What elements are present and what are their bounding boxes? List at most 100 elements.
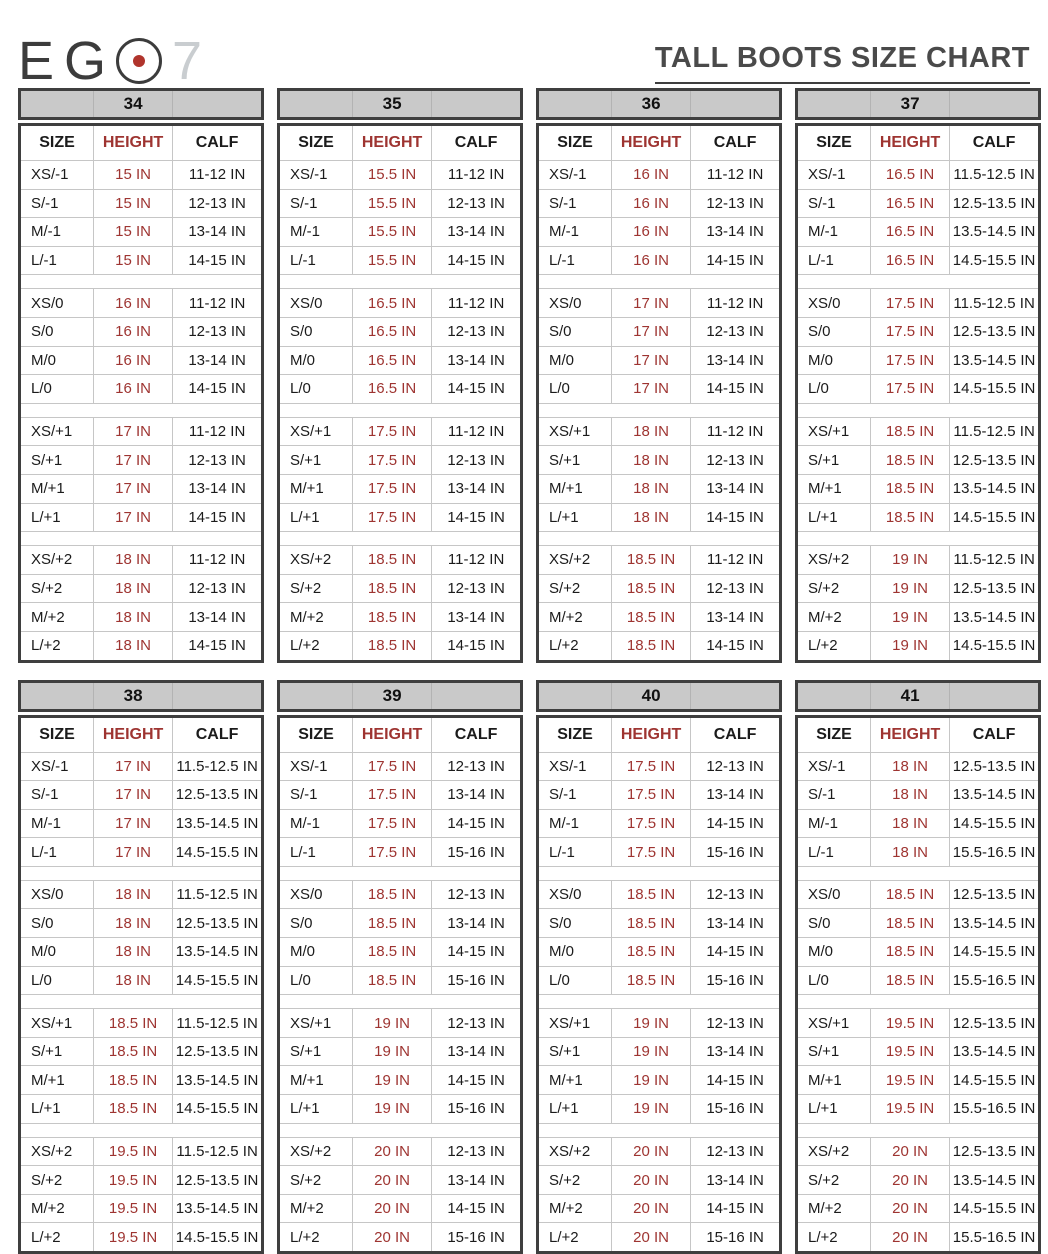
- size-cell: L/+2: [798, 1223, 870, 1251]
- calf-cell: 14.5-15.5 IN: [172, 1223, 261, 1251]
- size-cell: L/+2: [539, 1223, 611, 1251]
- calf-cell: 12-13 IN: [431, 1009, 520, 1037]
- size-cell: S/+2: [21, 1166, 93, 1194]
- height-cell: 19.5 IN: [870, 1095, 949, 1123]
- height-cell: 18.5 IN: [611, 938, 690, 966]
- size-cell: S/+1: [21, 446, 93, 474]
- calf-cell: 13.5-14.5 IN: [172, 938, 261, 966]
- calf-cell: 12.5-13.5 IN: [949, 446, 1038, 474]
- group-spacer: [21, 994, 261, 1008]
- table-header-bar: 37: [795, 88, 1041, 120]
- calf-cell: 15-16 IN: [690, 967, 779, 995]
- table-header-bar: 39: [277, 680, 523, 712]
- height-cell: 17 IN: [93, 810, 172, 838]
- height-cell: 17.5 IN: [352, 810, 431, 838]
- height-cell: 20 IN: [611, 1223, 690, 1251]
- height-cell: 15 IN: [93, 218, 172, 246]
- calf-cell: 14-15 IN: [431, 375, 520, 403]
- size-cell: L/-1: [798, 247, 870, 275]
- calf-cell: 14.5-15.5 IN: [172, 1095, 261, 1123]
- height-cell: 19.5 IN: [93, 1195, 172, 1223]
- calf-cell: 12-13 IN: [690, 1009, 779, 1037]
- size-cell: XS/-1: [280, 753, 352, 781]
- calf-cell: 11.5-12.5 IN: [172, 881, 261, 909]
- calf-cell: 12.5-13.5 IN: [949, 753, 1038, 781]
- size-cell: S/+1: [798, 446, 870, 474]
- calf-cell: 12.5-13.5 IN: [172, 909, 261, 937]
- group-spacer: [21, 866, 261, 880]
- size-cell: L/-1: [798, 838, 870, 866]
- group-spacer: [280, 994, 520, 1008]
- group-spacer: [539, 403, 779, 417]
- calf-cell: 13.5-14.5 IN: [172, 1066, 261, 1094]
- size-cell: M/+1: [21, 475, 93, 503]
- calf-cell: 14-15 IN: [690, 810, 779, 838]
- size-cell: M/-1: [539, 218, 611, 246]
- height-cell: 18.5 IN: [611, 603, 690, 631]
- calf-cell: 11-12 IN: [431, 418, 520, 446]
- height-cell: 18 IN: [870, 838, 949, 866]
- height-cell: 16 IN: [93, 347, 172, 375]
- height-cell: 17.5 IN: [611, 753, 690, 781]
- size-cell: XS/+1: [539, 418, 611, 446]
- size-cell: L/-1: [21, 838, 93, 866]
- group-spacer: [280, 403, 520, 417]
- height-cell: 18.5 IN: [611, 967, 690, 995]
- calf-cell: 11-12 IN: [690, 161, 779, 189]
- height-cell: 18 IN: [93, 881, 172, 909]
- height-cell: 19 IN: [352, 1009, 431, 1037]
- calf-cell: 14.5-15.5 IN: [949, 1066, 1038, 1094]
- height-cell: 17 IN: [611, 347, 690, 375]
- height-cell: 20 IN: [870, 1195, 949, 1223]
- calf-cell: 13-14 IN: [431, 603, 520, 631]
- height-cell: 16 IN: [93, 318, 172, 346]
- column-header-size: SIZE: [798, 126, 870, 160]
- height-cell: 19 IN: [870, 546, 949, 574]
- size-cell: XS/-1: [539, 161, 611, 189]
- logo-letters-eg: EG: [18, 38, 116, 84]
- height-cell: 18 IN: [611, 475, 690, 503]
- size-cell: XS/+2: [798, 546, 870, 574]
- height-cell: 16.5 IN: [352, 375, 431, 403]
- height-cell: 20 IN: [611, 1195, 690, 1223]
- column-header-calf: CALF: [172, 126, 261, 160]
- size-cell: L/0: [539, 375, 611, 403]
- size-cell: XS/0: [798, 881, 870, 909]
- height-cell: 18 IN: [870, 810, 949, 838]
- column-header-size: SIZE: [21, 126, 93, 160]
- column-header-calf: CALF: [431, 718, 520, 752]
- column-header-size: SIZE: [280, 718, 352, 752]
- height-cell: 18.5 IN: [352, 967, 431, 995]
- size-cell: L/+2: [280, 632, 352, 660]
- calf-cell: 13-14 IN: [172, 347, 261, 375]
- size-cell: M/0: [21, 938, 93, 966]
- size-cell: M/+2: [280, 603, 352, 631]
- calf-cell: 11-12 IN: [172, 161, 261, 189]
- size-cell: M/-1: [21, 218, 93, 246]
- size-cell: M/-1: [280, 810, 352, 838]
